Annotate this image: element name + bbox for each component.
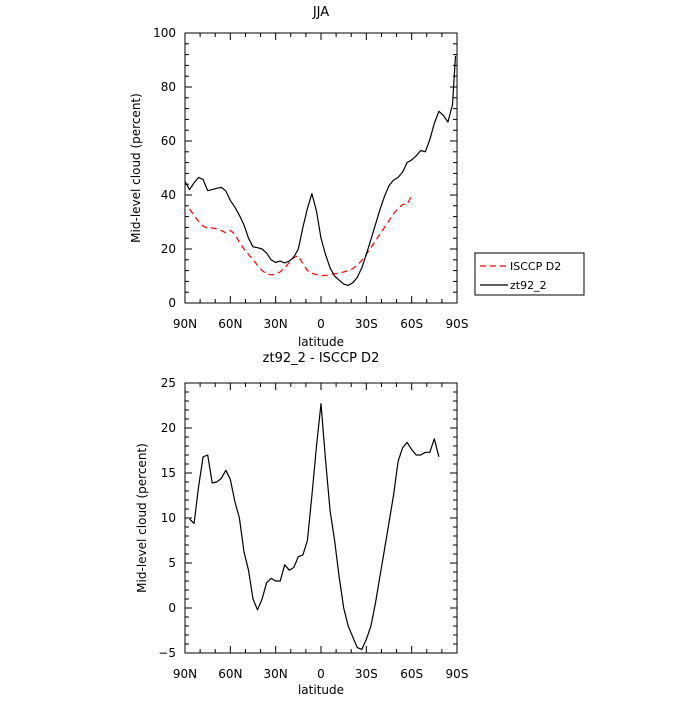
x-tick-label: 60N xyxy=(218,317,242,331)
y-tick-label: 20 xyxy=(161,242,176,256)
x-tick-label: 90S xyxy=(446,667,469,681)
y-tick-label: 100 xyxy=(153,26,176,40)
x-tick-label: 60S xyxy=(400,317,423,331)
x-axis-label: latitude xyxy=(298,335,344,349)
y-tick-label: 0 xyxy=(168,601,176,615)
bottom-panel-difference: 90N 60N 30N 0 30S 60S 90S −5 0 5 10 15 20 25 zt92_2 - … xyxy=(135,351,468,697)
top-panel-jja: 90N 60N 30N 0 30S 60S 90S 0 20 40 60 80 100 JJA latitu… xyxy=(129,5,468,349)
x-tick-label: 30N xyxy=(264,317,288,331)
legend-box xyxy=(474,252,585,296)
y-tick-label: 25 xyxy=(161,376,176,390)
y-tick-label: 60 xyxy=(161,134,176,148)
y-tick-label: 15 xyxy=(161,466,176,480)
chart-title: zt92_2 - ISCCP D2 xyxy=(263,351,380,366)
x-tick-label: 0 xyxy=(317,317,325,331)
y-axis-label: Mid-level cloud (percent) xyxy=(135,443,149,593)
series-line xyxy=(189,403,440,651)
x-tick-label: 90N xyxy=(173,317,197,331)
y-tick-label: 0 xyxy=(168,296,176,310)
x-tick-label: 90S xyxy=(446,317,469,331)
x-tick-label: 0 xyxy=(317,667,325,681)
series-line-isccp-d2 xyxy=(189,195,413,277)
legend: ISCCP D2 zt92_2 xyxy=(474,252,585,296)
y-tick-label: 40 xyxy=(161,188,176,202)
legend-label: ISCCP D2 xyxy=(510,260,561,273)
x-tick-label: 30N xyxy=(264,667,288,681)
series-line-zt92-2 xyxy=(184,55,457,286)
y-tick-label: 80 xyxy=(161,80,176,94)
y-tick-label: 5 xyxy=(168,556,176,570)
legend-label: zt92_2 xyxy=(510,279,547,292)
plot-frame xyxy=(184,382,458,654)
x-tick-label: 60S xyxy=(400,667,423,681)
x-tick-label: 30S xyxy=(355,317,378,331)
y-axis-label: Mid-level cloud (percent) xyxy=(129,93,143,243)
x-tick-label: 30S xyxy=(355,667,378,681)
y-tick-label: 20 xyxy=(161,421,176,435)
x-axis-label: latitude xyxy=(298,683,344,697)
y-tick-label: −5 xyxy=(158,646,176,660)
x-tick-label: 90N xyxy=(173,667,197,681)
x-tick-label: 60N xyxy=(218,667,242,681)
chart-title: JJA xyxy=(312,5,329,20)
y-tick-label: 10 xyxy=(161,511,176,525)
plot-frame xyxy=(184,32,458,304)
